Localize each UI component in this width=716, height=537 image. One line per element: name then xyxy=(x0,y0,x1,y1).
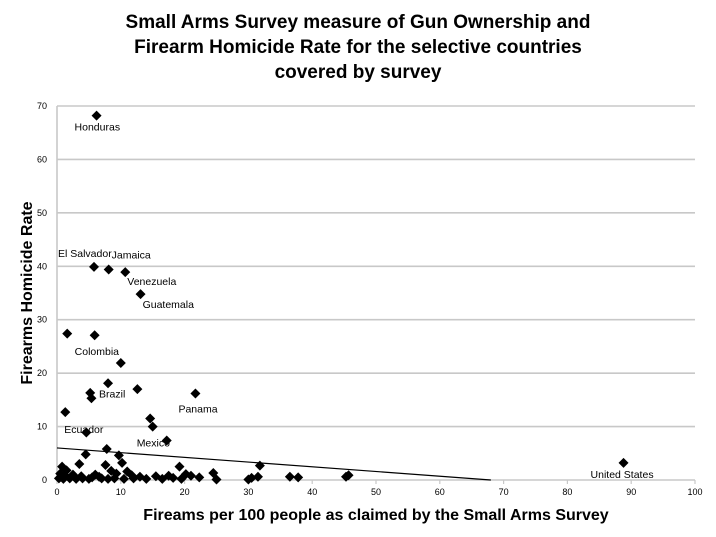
x-tick-label: 70 xyxy=(499,487,509,497)
data-label: Mexico xyxy=(137,438,170,450)
data-point-mexico xyxy=(147,421,158,432)
data-point xyxy=(180,469,191,480)
data-label: Honduras xyxy=(75,122,121,134)
y-tick-label: 40 xyxy=(37,261,47,271)
data-point xyxy=(118,473,129,484)
data-point-panama xyxy=(190,388,201,399)
data-label: Ecuador xyxy=(64,424,104,436)
point-labels: Honduras El Salvador Jamaica Venezuela Guate… xyxy=(58,122,654,481)
y-tick-label: 60 xyxy=(37,154,47,164)
x-tick-label: 20 xyxy=(180,487,190,497)
y-tick-label: 10 xyxy=(37,422,47,432)
data-point-united-states xyxy=(618,457,629,468)
data-point xyxy=(113,450,124,461)
data-label: Brazil xyxy=(99,388,125,400)
data-point xyxy=(132,384,143,395)
data-point xyxy=(211,474,222,485)
x-tick-label: 40 xyxy=(307,487,317,497)
data-label: Colombia xyxy=(75,346,120,358)
data-point xyxy=(168,472,179,483)
x-tick-label: 30 xyxy=(243,487,253,497)
chart-title: Small Arms Survey measure of Gun Ownersh… xyxy=(0,10,716,85)
y-tick-label: 50 xyxy=(37,208,47,218)
data-point xyxy=(254,460,265,471)
data-point xyxy=(87,472,98,483)
data-point xyxy=(252,471,263,482)
data-point xyxy=(101,444,112,455)
chart-title-line-3: covered by survey xyxy=(274,62,442,83)
data-point xyxy=(194,472,205,483)
data-point xyxy=(103,473,114,484)
data-point xyxy=(94,471,105,482)
data-point xyxy=(174,461,185,472)
chart-title-line-2: Firearm Homicide Rate for the selective … xyxy=(134,37,582,58)
data-point xyxy=(161,435,172,446)
data-point xyxy=(284,471,295,482)
data-point xyxy=(86,393,97,404)
data-point xyxy=(145,413,156,424)
y-tick-label: 20 xyxy=(37,368,47,378)
data-point-venezuela xyxy=(120,267,131,278)
data-point xyxy=(74,458,85,469)
y-tick-label: 0 xyxy=(42,475,47,485)
x-tick-label: 50 xyxy=(371,487,381,497)
gridlines xyxy=(57,105,695,428)
data-point-ecuador xyxy=(60,407,71,418)
data-label: Venezuela xyxy=(127,276,176,288)
data-point-brazil xyxy=(103,378,114,389)
data-label: Guatemala xyxy=(143,299,195,311)
y-axis-label: Firearms Homicide Rate xyxy=(19,201,36,385)
data-point xyxy=(55,471,66,482)
tick-labels: 0 10 20 30 40 50 60 70 0 10 20 30 40 50 60 70 80 90 100 xyxy=(37,101,703,497)
data-point xyxy=(62,328,73,339)
data-point xyxy=(293,472,304,483)
data-point xyxy=(126,470,137,481)
data-point xyxy=(81,427,92,438)
data-point xyxy=(76,471,87,482)
data-point-colombia xyxy=(89,330,100,341)
data-point xyxy=(157,473,168,484)
x-tick-label: 80 xyxy=(562,487,572,497)
y-tick-label: 70 xyxy=(37,101,47,111)
data-point-honduras xyxy=(91,110,102,121)
x-tick-label: 60 xyxy=(435,487,445,497)
data-points xyxy=(53,110,629,485)
trendline xyxy=(56,447,491,481)
data-label: El Salvador xyxy=(58,248,112,260)
x-tick-label: 90 xyxy=(626,487,636,497)
x-tick-label: 0 xyxy=(54,487,59,497)
x-tick-label: 10 xyxy=(116,487,126,497)
data-point xyxy=(80,449,91,460)
data-point xyxy=(141,473,152,484)
data-label: Jamaica xyxy=(112,249,151,261)
data-point-el-salvador xyxy=(89,261,100,272)
data-label: Panama xyxy=(178,403,217,415)
data-label: United States xyxy=(591,469,654,481)
data-point xyxy=(243,474,254,485)
data-point xyxy=(111,468,122,479)
data-point-jamaica xyxy=(103,264,114,275)
data-point-guatemala xyxy=(135,289,146,300)
trendline-group xyxy=(56,447,491,481)
data-point xyxy=(100,460,111,471)
y-tick-label: 30 xyxy=(37,315,47,325)
chart-title-line-1: Small Arms Survey measure of Gun Ownersh… xyxy=(125,12,591,33)
x-axis-label: Fireams per 100 people as claimed by the… xyxy=(143,507,609,524)
data-point xyxy=(59,470,70,481)
data-point xyxy=(115,357,126,368)
x-tick-label: 100 xyxy=(687,487,702,497)
data-point xyxy=(117,457,128,468)
data-point xyxy=(343,470,354,481)
